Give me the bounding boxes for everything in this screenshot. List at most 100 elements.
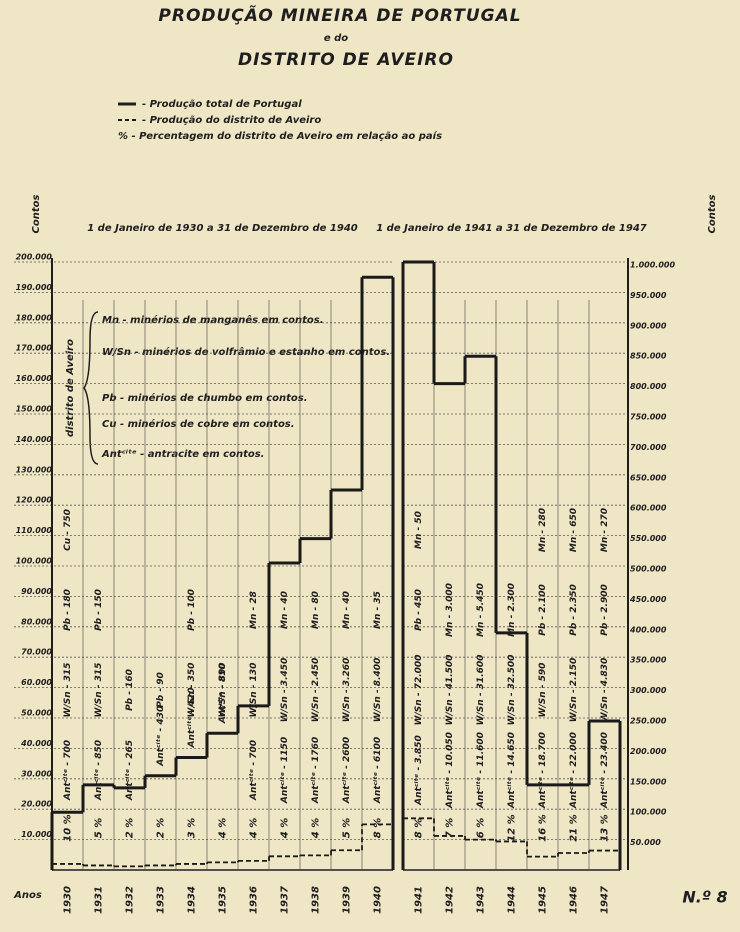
y-tick-label: 190.000 [16,283,53,292]
mineral-annotation: Mn - 5.450 [476,583,486,637]
mineral-annotation: Pb - 160 [125,669,135,711]
x-tick-label: 1930 [63,886,74,914]
mineral-annotation: W/Sn - 130 [249,663,259,718]
y-tick-label: 800.000 [630,382,667,391]
mineral-annotation: Antᶜⁱᵗᵉ - 700 [249,740,259,801]
notes: distrito de Aveiro [65,311,99,465]
mineral-annotation: Antᶜⁱᵗᵉ - 1760 [311,737,321,804]
x-tick-label: 1938 [311,886,322,914]
mineral-annotation: W/Sn - 2.450 [311,658,321,723]
x-tick-label: 1941 [414,886,425,914]
mineral-annotation: Mn - 40 [280,591,290,629]
mineral-annotation: Mn - 50 [414,511,424,549]
mineral-annotation: Mn - 270 [600,508,610,552]
mineral-annotation: Cu - 750 [63,509,73,551]
x-tick-label: 1936 [249,886,260,914]
x-tick-label: 1942 [445,886,456,914]
y-tick-label: 850.000 [630,352,667,361]
y-tick-label: 900.000 [630,321,667,330]
percent-label: 2 % [125,818,136,838]
y-tick-label: 750.000 [630,413,667,422]
x-tick-label: 1943 [476,886,487,914]
mineral-annotation: Antᶜⁱᵗᵉ - 430 [156,706,166,767]
percent-label: 21 % [569,814,580,841]
title-line: PRODUÇÃO MINEIRA DE PORTUGAL [158,3,521,26]
y-tick-label: 140.000 [16,435,53,444]
y-tick-label: 400.000 [629,625,667,634]
y-tick-label: 1.000.000 [630,261,675,270]
axis-label: Contos [707,194,718,233]
mineral-annotation: Pb - 180 [63,589,73,631]
y-tick-label: 550.000 [630,534,667,543]
percent-label: 3 % [187,818,198,838]
mineral-annotation: W/Sn - 315 [63,663,73,718]
mineral-annotation: Mn - 80 [311,591,321,629]
mineral-annotation: W/Sn - 3.260 [342,658,352,723]
y-tick-label: 300.000 [630,686,667,695]
mineral-annotation: W/Sn - 315 [94,663,104,718]
mineral-annotation: Antᶜⁱᵗᵉ - 850 [94,740,104,801]
mineral-annotation: W/Sn - 8.400 [373,658,383,723]
y-tick-label: 950.000 [630,291,667,300]
mineral-annotation: Mn - 3.000 [445,583,455,637]
brace [83,311,99,465]
percent-label: 8 % [414,818,425,838]
mineral-annotation: Antᶜⁱᵗᵉ - 700 [63,740,73,801]
mineral-annotation: Pb - 450 [414,589,424,631]
x-tick-label: 1934 [187,886,198,914]
x-tick-label: 1939 [342,886,353,914]
panel-subtitle: 1 de Janeiro de 1930 a 31 de Dezembro de… [87,223,358,234]
y-tick-label: 250.000 [630,717,667,726]
y-tick-label: 200.000 [16,253,53,262]
mineral-annotation: Antᶜⁱᵗᵉ - 23.400 [600,732,610,809]
percent-label: 16 % [538,814,549,841]
mineral-annotation: W/Sn - 2.150 [569,658,579,723]
mineral-annotation: W/Sn - 890 [218,663,228,718]
x-tick-label: 1933 [156,886,167,914]
y-tick-label: 50.000 [21,709,52,718]
y-tick-label: 500.000 [630,565,667,574]
mineral-annotation: W/Sn - 3.450 [280,658,290,723]
note-item: Antᶜⁱᵗᵉ - antracite em contos. [101,449,264,460]
mineral-annotation: Pb - 150 [94,589,104,631]
y-tick-label: 450.000 [629,595,667,604]
percent-label: 13 % [600,814,611,841]
x-tick-label: 1944 [507,886,518,914]
mineral-annotation: Mn - 650 [569,508,579,552]
x-tick-label: 1947 [600,886,611,914]
axis-label: Contos [31,194,42,233]
y-tick-label: 180.000 [16,313,53,322]
mineral-annotation: Antᶜⁱᵗᵉ - 420 [187,688,197,749]
y-tick-label: 170.000 [16,344,53,353]
percent-label: 6 % [476,818,487,838]
mineral-annotation: W/Sn - 32.500 [507,655,517,726]
y-tick-label: 70.000 [21,648,52,657]
mineral-annotation: Antᶜⁱᵗᵉ - 810 [218,663,228,724]
y-tick-label: 600.000 [630,504,667,513]
note-item: Cu - minérios de cobre em contos. [102,418,295,430]
y-tick-label: 350.000 [630,656,667,665]
y-tick-label: 130.000 [16,465,53,474]
x-tick-label: 1946 [569,886,580,914]
legend-text: % - Percentagem do distrito de Aveiro em… [118,130,442,142]
percent-label: 4 % [311,818,322,839]
y-tick-label: 150.000 [16,405,53,414]
mineral-annotation: Mn - 28 [249,591,259,629]
title-line: DISTRITO DE AVEIRO [238,50,454,70]
x-tick-label: 1945 [538,886,549,914]
note-item: Mn - minérios de manganês em contos. [102,314,324,326]
legend-text: - Produção do distrito de Aveiro [142,115,321,126]
mineral-annotation: Pb - 90 [156,672,166,708]
y-tick-label: 50.000 [630,838,661,847]
x-tick-label: 1940 [373,886,384,914]
y-tick-label: 120.000 [16,496,53,505]
y-tick-label: 150.000 [630,777,667,786]
percent-label: 2 % [156,818,167,838]
mineral-annotation: Pb - 2.350 [569,584,579,636]
notes-label: distrito de Aveiro [65,339,76,437]
mineral-annotation: Mn - 280 [538,508,548,552]
mineral-annotation: Mn - 35 [373,591,383,629]
